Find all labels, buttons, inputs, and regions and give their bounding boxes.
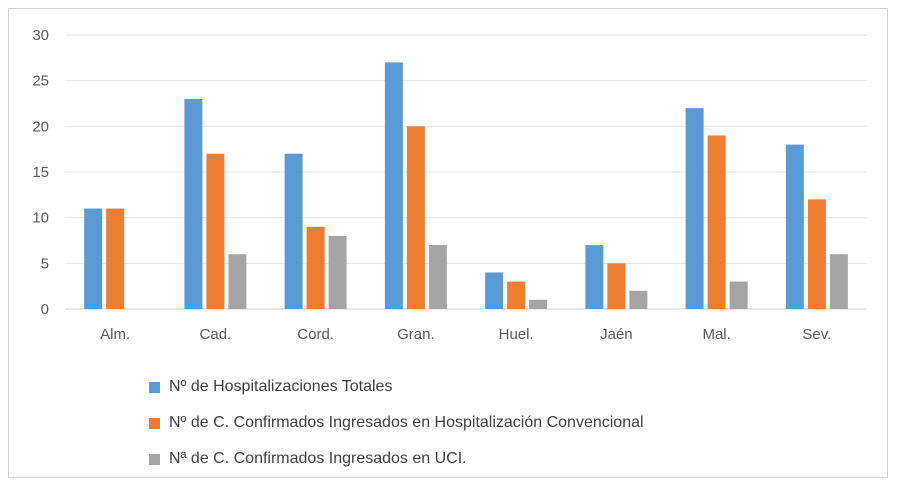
bar-cord-series-1 xyxy=(306,226,325,309)
bar-sev-series-2 xyxy=(829,254,848,309)
legend-item-hospitalizaciones-totales: Nº de Hospitalizaciones Totales xyxy=(149,369,849,405)
bar-chart: 0 5 10 15 20 25 30 Alm. Cad. Cord. Gran. Huel. Jaén M… xyxy=(32,27,867,343)
legend-swatch-hospitalizacion-convencional xyxy=(149,417,160,429)
bar-jan-series-2 xyxy=(629,290,648,309)
y-tick-label-10: 10 xyxy=(32,210,49,227)
bar-cad-series-2 xyxy=(228,254,247,309)
legend-label-ingresados-uci: Nª de C. Confirmados Ingresados en UCI. xyxy=(169,450,467,467)
bar-cord-series-2 xyxy=(328,235,347,309)
bar-mal-series-1 xyxy=(707,135,726,309)
y-tick-label-25: 25 xyxy=(32,73,49,90)
bar-mal-series-0 xyxy=(685,108,704,309)
bar-huel-series-2 xyxy=(529,299,548,309)
bar-sev-series-0 xyxy=(785,144,804,309)
bar-cad-series-1 xyxy=(206,153,225,309)
y-tick-label-15: 15 xyxy=(32,164,49,181)
bar-gran-series-2 xyxy=(428,245,447,309)
x-tick-label-0: Alm. xyxy=(100,326,130,343)
x-tick-label-3: Gran. xyxy=(397,326,435,343)
bar-cad-series-0 xyxy=(184,98,203,309)
bar-sev-series-1 xyxy=(807,199,826,309)
x-tick-label-4: Huel. xyxy=(499,326,534,343)
legend-item-hospitalizacion-convencional: Nº de C. Confirmados Ingresados en Hospi… xyxy=(149,405,849,441)
y-tick-label-5: 5 xyxy=(41,255,49,272)
bar-gran-series-0 xyxy=(384,62,403,310)
y-tick-label-0: 0 xyxy=(41,301,49,318)
legend: Nº de Hospitalizaciones Totales Nº de C.… xyxy=(149,369,849,477)
y-tick-label-30: 30 xyxy=(32,27,49,44)
bar-jan-series-0 xyxy=(585,245,604,309)
chart-frame: 0 5 10 15 20 25 30 Alm. Cad. Cord. Gran. Huel. Jaén M… xyxy=(8,8,888,478)
x-tick-label-6: Mal. xyxy=(702,326,730,343)
x-tick-label-1: Cad. xyxy=(200,326,232,343)
x-tick-label-5: Jaén xyxy=(600,326,633,343)
legend-label-hospitalizaciones-totales: Nº de Hospitalizaciones Totales xyxy=(169,378,393,395)
legend-item-ingresados-uci: Nª de C. Confirmados Ingresados en UCI. xyxy=(149,441,849,477)
legend-swatch-ingresados-uci xyxy=(149,453,160,465)
bar-cord-series-0 xyxy=(284,153,303,309)
y-tick-label-20: 20 xyxy=(32,118,49,135)
bar-jan-series-1 xyxy=(607,263,626,309)
x-tick-label-7: Sev. xyxy=(802,326,831,343)
legend-label-hospitalizacion-convencional: Nº de C. Confirmados Ingresados en Hospi… xyxy=(169,414,644,431)
bar-huel-series-0 xyxy=(485,272,504,309)
bar-huel-series-1 xyxy=(507,281,526,309)
bar-alm-series-1 xyxy=(106,208,125,309)
x-tick-label-2: Cord. xyxy=(297,326,334,343)
legend-swatch-hospitalizaciones-totales xyxy=(149,381,160,393)
bar-alm-series-0 xyxy=(84,208,103,309)
bar-mal-series-2 xyxy=(729,281,748,309)
bar-gran-series-1 xyxy=(406,126,425,309)
